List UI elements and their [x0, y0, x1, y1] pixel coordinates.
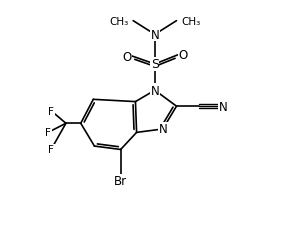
Text: Br: Br: [114, 175, 127, 188]
Text: O: O: [122, 50, 131, 63]
Text: N: N: [158, 123, 167, 136]
Text: N: N: [218, 100, 227, 113]
Text: S: S: [151, 58, 159, 71]
Text: N: N: [150, 84, 159, 97]
Text: F: F: [48, 145, 54, 155]
Text: N: N: [150, 29, 159, 42]
Text: O: O: [178, 49, 188, 62]
Text: F: F: [48, 106, 54, 116]
Text: F: F: [45, 128, 51, 138]
Text: CH₃: CH₃: [109, 17, 129, 27]
Text: CH₃: CH₃: [181, 17, 200, 27]
